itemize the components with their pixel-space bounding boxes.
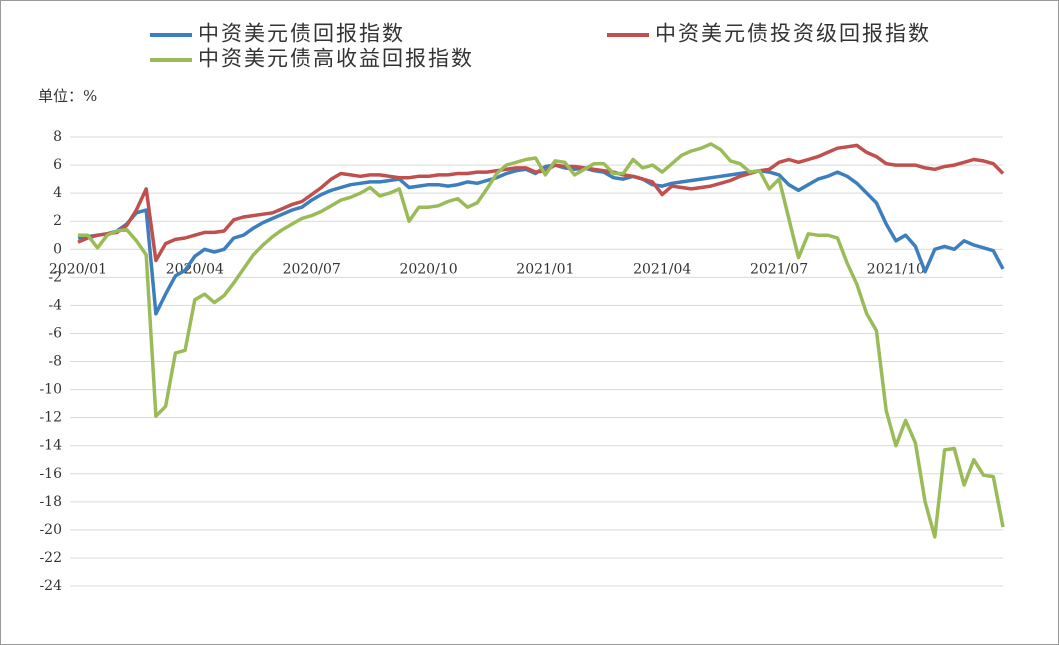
y-tick-label: 0	[53, 241, 62, 257]
legend-label: 中资美元债高收益回报指数	[198, 47, 474, 71]
x-tick-label: 2020/01	[49, 261, 107, 277]
y-tick-label: -2	[48, 269, 62, 285]
x-tick-label: 2021/04	[633, 261, 691, 277]
y-tick-label: -12	[39, 410, 62, 426]
legend-label: 中资美元债回报指数	[198, 22, 405, 46]
series-line	[77, 143, 1005, 263]
x-tick-label: 2021/10	[867, 261, 925, 277]
legend-label: 中资美元债投资级回报指数	[655, 22, 931, 46]
y-tick-label: -22	[39, 550, 62, 566]
y-tick-label: -24	[39, 578, 62, 594]
y-tick-label: -10	[39, 382, 62, 398]
x-tick-label: 2021/01	[516, 261, 574, 277]
series-line	[78, 142, 1005, 539]
y-tick-label: 8	[53, 129, 62, 145]
y-tick-label: 2	[53, 213, 62, 229]
y-tick-label: -4	[48, 297, 62, 313]
y-tick-label: 4	[53, 185, 62, 201]
unit-label: 单位：%	[38, 87, 97, 105]
y-tick-label: -8	[48, 354, 62, 370]
y-tick-label: 6	[53, 157, 62, 173]
y-tick-label: -14	[39, 438, 62, 454]
x-tick-label: 2020/10	[399, 261, 457, 277]
y-tick-label: -18	[39, 494, 62, 510]
y-tick-label: -6	[48, 325, 62, 341]
x-tick-label: 2020/07	[283, 261, 341, 277]
x-tick-label: 2021/07	[750, 261, 808, 277]
y-tick-label: -20	[39, 522, 62, 538]
y-tick-label: -16	[39, 466, 62, 482]
